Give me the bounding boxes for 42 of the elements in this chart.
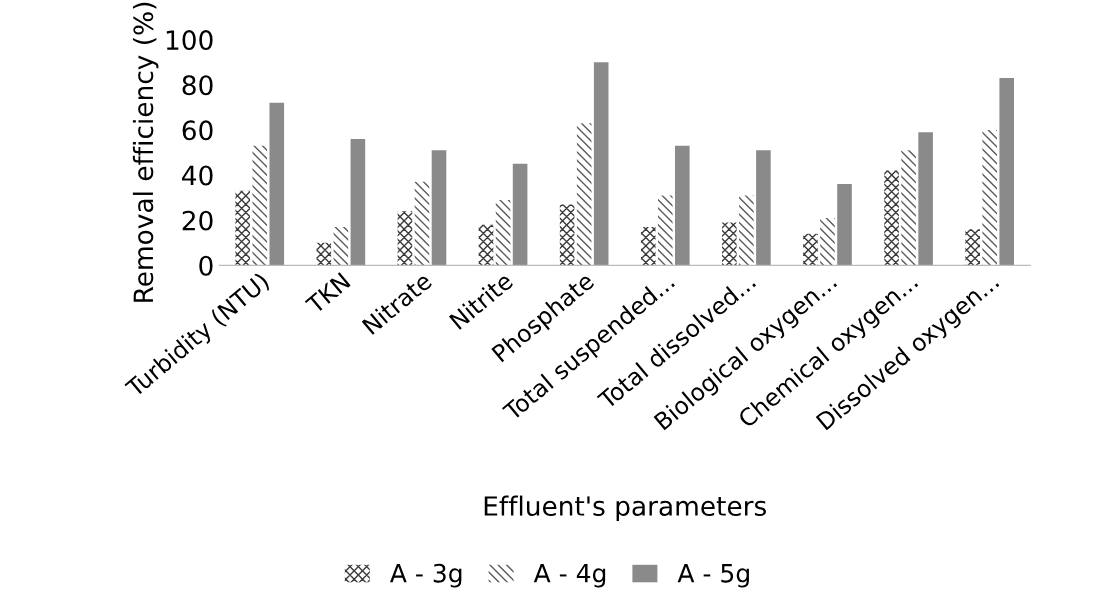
bar bbox=[965, 229, 980, 266]
y-tick-label: 60 bbox=[182, 120, 213, 141]
bar bbox=[901, 150, 916, 266]
bar bbox=[918, 132, 933, 266]
bar bbox=[478, 224, 494, 266]
bar bbox=[820, 217, 835, 266]
bar bbox=[350, 138, 366, 266]
legend-label: A - 3g bbox=[390, 563, 462, 588]
bar bbox=[512, 163, 528, 266]
y-tick-label: 20 bbox=[182, 210, 213, 231]
y-tick-label: 80 bbox=[182, 75, 213, 96]
bar bbox=[495, 199, 511, 266]
x-tick-label: TKN bbox=[304, 272, 351, 315]
bar bbox=[739, 195, 754, 266]
bar bbox=[414, 181, 430, 266]
bar bbox=[837, 184, 852, 266]
legend-label: A - 4g bbox=[533, 564, 606, 588]
bar bbox=[559, 204, 575, 266]
bar bbox=[269, 102, 285, 266]
bar bbox=[316, 242, 332, 266]
bar bbox=[675, 145, 690, 266]
bar bbox=[982, 129, 997, 266]
bar bbox=[657, 195, 673, 266]
legend-label: A - 5g bbox=[677, 564, 749, 588]
bar bbox=[593, 62, 609, 266]
y-tick-label: 0 bbox=[199, 255, 213, 276]
y-axis-title: Removal efficiency (%) bbox=[132, 2, 159, 302]
bar bbox=[333, 226, 349, 266]
bar bbox=[576, 123, 592, 266]
bar bbox=[884, 170, 899, 266]
bar bbox=[640, 226, 656, 266]
bar bbox=[999, 78, 1015, 266]
y-tick-label: 40 bbox=[182, 165, 213, 186]
x-axis-title: Effluent's parameters bbox=[484, 495, 766, 522]
bar bbox=[722, 222, 737, 266]
y-tick-label: 100 bbox=[166, 30, 213, 51]
bar bbox=[803, 233, 818, 266]
bar bbox=[431, 150, 447, 266]
bar bbox=[397, 211, 413, 266]
bar bbox=[756, 150, 771, 266]
bar bbox=[252, 145, 268, 266]
bar bbox=[235, 190, 251, 266]
